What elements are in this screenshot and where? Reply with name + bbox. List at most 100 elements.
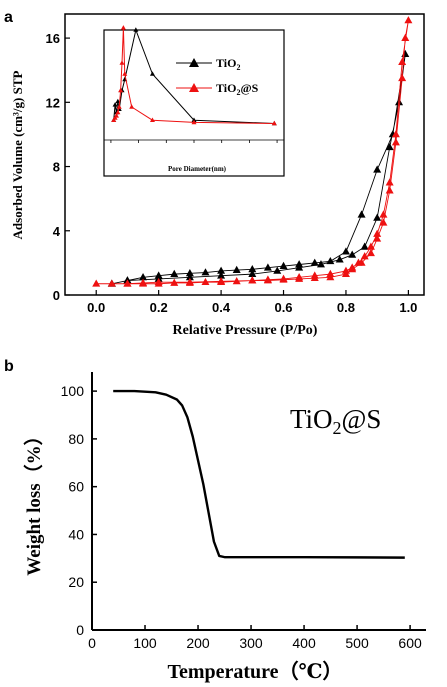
panel-a: a 0.0 0.2 0.4 0.6 0.8 1.0 0 4 8 12 16 Relative Pr… [4, 9, 425, 338]
data-point [232, 277, 241, 285]
x-tick-label: 0.0 [87, 300, 105, 315]
data-point [373, 165, 382, 173]
data-point [217, 277, 226, 286]
inset-data-point [122, 71, 128, 76]
data-point [316, 260, 325, 268]
x-tick-label: 200 [186, 635, 210, 651]
plot-a-series [92, 16, 413, 287]
inset-data-point [115, 109, 121, 115]
inset-data-point [271, 120, 277, 126]
data-point [379, 218, 388, 226]
data-point [366, 248, 375, 257]
data-point [385, 142, 394, 151]
data-point [348, 263, 357, 271]
plot-b-y-label: Weight loss（%） [22, 426, 45, 575]
data-point [348, 250, 357, 258]
x-tick-label: 400 [292, 635, 316, 651]
data-point [295, 273, 304, 281]
x-tick-label: 0.6 [274, 300, 292, 315]
y-tick-label: 100 [61, 383, 85, 399]
data-point [341, 247, 350, 255]
plot-b-x-ticks: 0 100 200 300 400 500 600 [88, 625, 422, 651]
y-tick-label: 0 [53, 288, 60, 303]
x-tick-label: 1.0 [399, 300, 417, 315]
data-point [279, 261, 288, 269]
data-point [398, 73, 407, 82]
panel-b: b 0 100 200 300 400 500 600 0 20 40 60 80 100 TiO2@… [4, 358, 426, 683]
data-point [295, 263, 304, 271]
data-point [373, 213, 382, 221]
data-point [217, 266, 226, 274]
data-point [360, 252, 369, 260]
inset-series [111, 25, 277, 126]
data-point [170, 278, 179, 286]
plot-b-y-ticks: 0 20 40 60 80 100 [61, 383, 97, 638]
x-tick-label: 600 [398, 635, 422, 651]
panel-label-b: b [4, 358, 14, 375]
inset-data-point [149, 117, 155, 122]
data-point [170, 269, 179, 278]
legend-label-tio2s: TiO2@S [216, 81, 259, 97]
data-point [123, 279, 132, 287]
x-tick-label: 0.2 [150, 300, 168, 315]
data-point [335, 255, 344, 263]
data-point [248, 264, 257, 273]
data-point [357, 210, 366, 218]
data-point [154, 279, 163, 287]
data-point [248, 276, 257, 284]
data-point [185, 273, 194, 281]
y-tick-label: 20 [68, 574, 84, 590]
data-point [398, 57, 407, 66]
x-tick-label: 300 [239, 635, 263, 651]
inset-frame [103, 29, 285, 177]
inset: Pore Diameter(nm) TiO2 TiO2@S [103, 25, 285, 177]
inset-data-point [112, 102, 118, 107]
data-point [263, 263, 272, 271]
y-tick-label: 4 [53, 224, 61, 239]
data-point [185, 269, 194, 277]
data-point [107, 279, 116, 287]
data-point [391, 130, 400, 138]
inset-x-label: Pore Diameter(nm) [168, 165, 227, 173]
legend-marker-tio2s [189, 83, 199, 92]
data-point [366, 242, 375, 250]
y-tick-label: 80 [68, 431, 84, 447]
y-tick-label: 60 [68, 479, 84, 495]
y-tick-label: 8 [53, 160, 60, 175]
inset-data-point [116, 104, 122, 109]
data-point [379, 210, 388, 218]
data-point [279, 274, 288, 282]
data-point [273, 266, 282, 274]
data-point [385, 186, 394, 194]
data-point [385, 178, 394, 186]
data-point [310, 258, 319, 266]
plot-a-y-label: Adsorbed Volume (cm³/g) STP [10, 70, 25, 239]
panel-label-a: a [4, 9, 13, 26]
inset-data-point [191, 119, 197, 125]
legend-marker-tio2 [189, 58, 199, 67]
data-point [326, 256, 335, 265]
y-tick-label: 16 [46, 31, 60, 46]
inset-data-point [149, 71, 155, 76]
plot-b-series [113, 389, 405, 559]
data-point [185, 278, 194, 286]
data-point [404, 16, 413, 24]
x-tick-label: 0.4 [212, 300, 231, 315]
data-point [201, 268, 210, 276]
data-point [354, 258, 363, 266]
plot-a-x-ticks: 0.0 0.2 0.4 0.6 0.8 1.0 [87, 290, 417, 315]
data-point [341, 266, 350, 274]
data-point [201, 277, 210, 286]
data-point [139, 273, 148, 281]
data-point [310, 271, 319, 279]
data-point [217, 271, 226, 279]
data-point [139, 279, 148, 287]
plot-a-y-ticks: 0 4 8 12 16 [46, 31, 70, 303]
data-point [232, 265, 241, 273]
data-point [360, 242, 369, 250]
inset-data-point [133, 27, 139, 32]
data-point [401, 33, 410, 41]
y-tick-label: 0 [76, 622, 84, 638]
y-tick-label: 12 [46, 95, 60, 110]
